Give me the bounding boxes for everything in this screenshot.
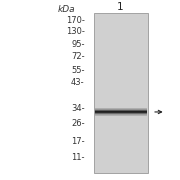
Text: 11-: 11- xyxy=(71,153,85,162)
Text: 17-: 17- xyxy=(71,137,85,146)
Text: 95-: 95- xyxy=(71,40,85,49)
Text: 72-: 72- xyxy=(71,52,85,61)
Bar xyxy=(94,113,147,114)
Text: kDa: kDa xyxy=(58,5,76,14)
Bar xyxy=(94,114,147,115)
Bar xyxy=(94,109,147,110)
Text: 26-: 26- xyxy=(71,119,85,128)
Bar xyxy=(94,110,147,111)
Text: 1: 1 xyxy=(117,2,124,12)
Bar xyxy=(94,112,147,113)
Bar xyxy=(94,108,147,109)
Text: 170-: 170- xyxy=(66,16,85,25)
Text: 55-: 55- xyxy=(71,66,85,75)
Text: 130-: 130- xyxy=(66,27,85,36)
Bar xyxy=(94,115,147,116)
Bar xyxy=(94,111,147,112)
Text: 43-: 43- xyxy=(71,78,85,87)
Bar xyxy=(94,13,148,173)
Text: 34-: 34- xyxy=(71,104,85,113)
